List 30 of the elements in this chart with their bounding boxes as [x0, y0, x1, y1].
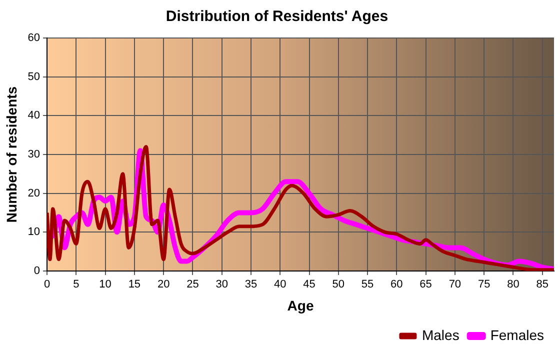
x-tick-label: 35: [244, 278, 258, 291]
x-tick-label: 25: [186, 278, 199, 291]
x-tick-label: 30: [216, 278, 228, 291]
chart-title: Distribution of Residents' Ages: [166, 8, 388, 26]
x-tick-label: 65: [420, 278, 432, 291]
y-tick-label: 30: [28, 148, 40, 161]
x-tick-label: 75: [478, 278, 490, 291]
x-tick-label: 50: [332, 278, 345, 291]
x-tick-label: 15: [128, 278, 141, 291]
x-tick-label: 55: [361, 278, 374, 291]
y-tick-label: 0: [34, 265, 40, 278]
y-tick-label: 10: [28, 226, 40, 238]
x-tick-label: 5: [73, 278, 80, 291]
y-tick-label: 20: [28, 187, 40, 200]
legend-label: Females: [490, 326, 544, 343]
legend-label: Males: [422, 326, 460, 343]
x-tick-label: 0: [44, 278, 50, 291]
x-tick-label: 40: [274, 278, 286, 291]
x-tick-label: 20: [157, 278, 170, 291]
x-tick-label: 80: [507, 278, 520, 291]
x-tick-label: 45: [303, 278, 316, 291]
x-tick-label: 70: [448, 278, 462, 291]
y-tick-label: 40: [28, 110, 40, 122]
x-tick-label: 10: [99, 278, 112, 291]
x-tick-label: 60: [390, 278, 403, 291]
x-tick-label: 85: [536, 278, 548, 291]
y-tick-label: 60: [28, 32, 40, 44]
y-tick-label: 50: [28, 70, 40, 83]
x-axis-title: Age: [287, 297, 314, 314]
y-axis-title: Number of residents: [3, 86, 20, 223]
